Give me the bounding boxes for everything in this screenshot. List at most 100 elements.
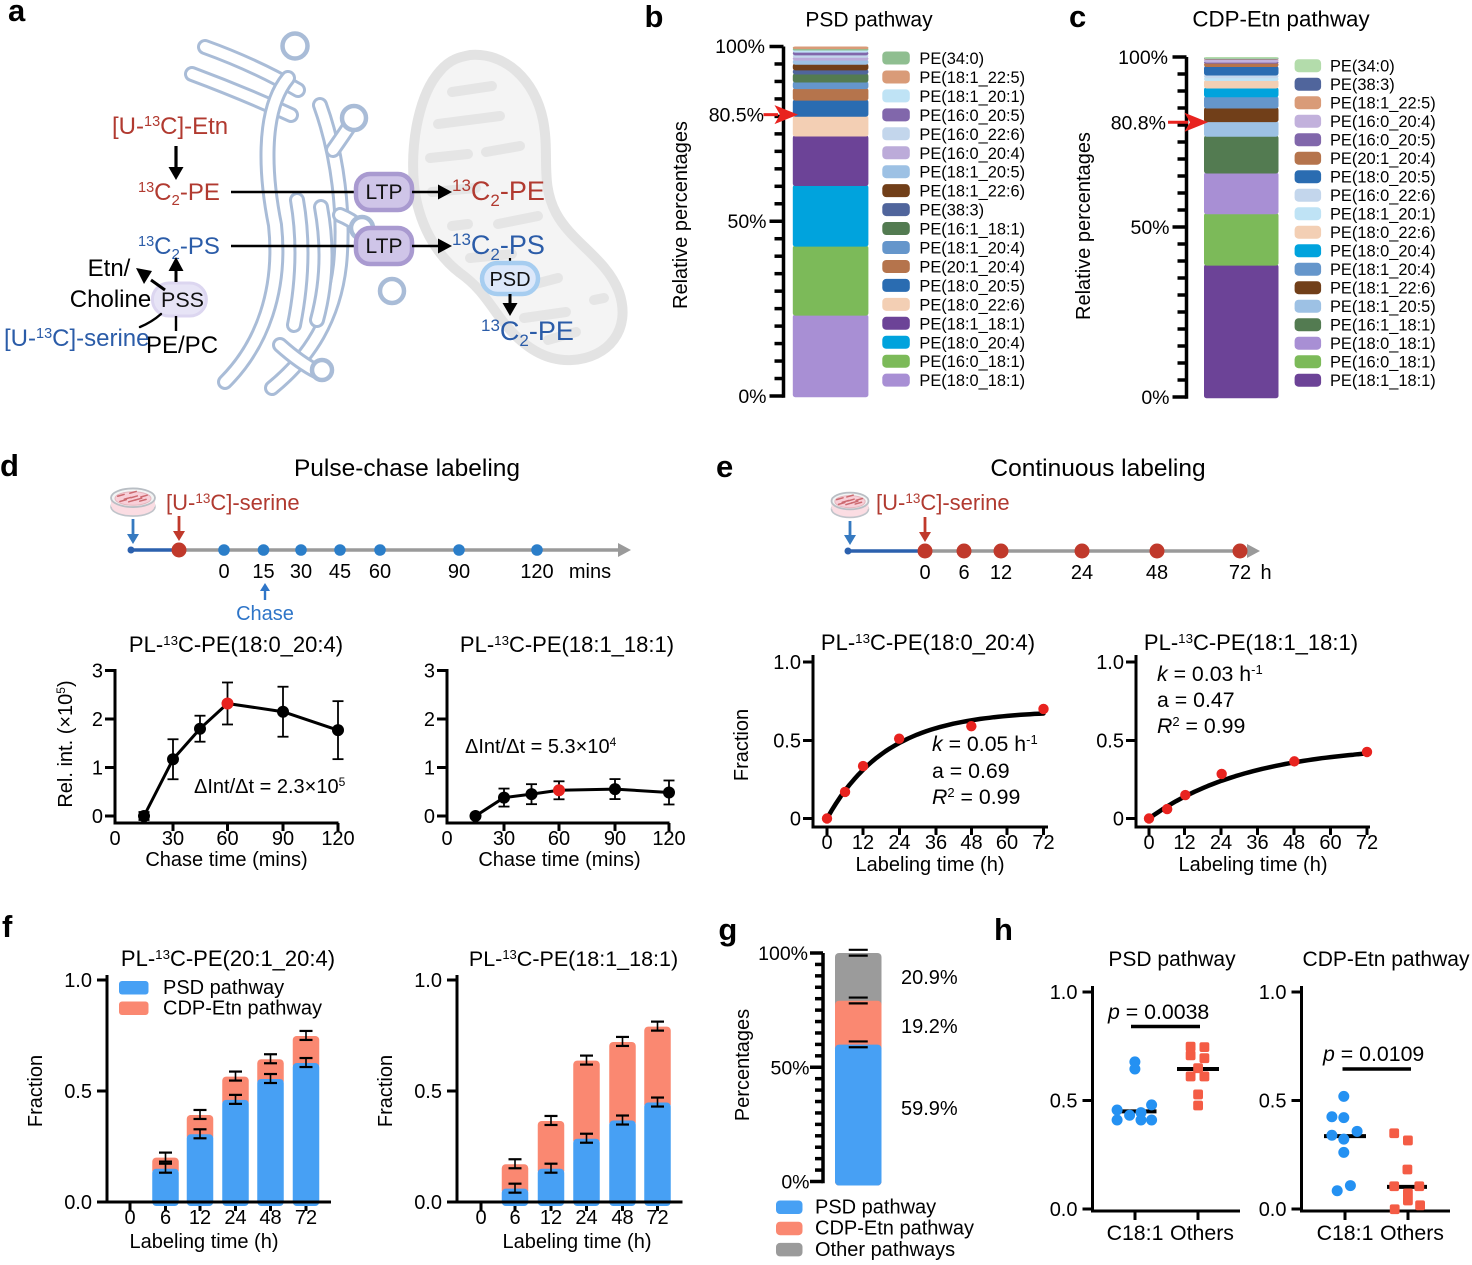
svg-text:PE(16:0_22:6): PE(16:0_22:6) [1330,187,1436,205]
svg-text:20.9%: 20.9% [901,967,958,989]
svg-text:48: 48 [1283,832,1305,854]
svg-text:Chase: Chase [236,603,294,625]
svg-text:Fraction: Fraction [375,1055,397,1127]
svg-text:PE(18:0_22:6): PE(18:0_22:6) [919,296,1025,314]
svg-text:PE(18:0_20:5): PE(18:0_20:5) [1330,169,1436,187]
svg-text:PE(18:1_20:5): PE(18:1_20:5) [919,164,1025,182]
svg-text:72: 72 [1032,832,1054,854]
svg-text:f: f [2,909,13,944]
svg-text:Relative percentages: Relative percentages [1073,132,1095,320]
svg-text:45: 45 [329,561,351,583]
svg-text:Continuous labeling: Continuous labeling [990,455,1205,482]
svg-text:0: 0 [919,562,930,584]
svg-text:13C2-PE: 13C2-PE [452,176,545,210]
svg-text:Chase time (mins): Chase time (mins) [145,849,307,871]
svg-text:12: 12 [1173,832,1195,854]
svg-text:0%: 0% [781,1172,809,1194]
svg-text:36: 36 [1246,832,1268,854]
svg-text:0.5: 0.5 [414,1081,442,1103]
svg-text:PE(18:1_22:5): PE(18:1_22:5) [1330,95,1436,113]
svg-text:LTP: LTP [366,181,403,204]
svg-text:30: 30 [290,561,312,583]
svg-text:24: 24 [1210,832,1232,854]
svg-text:PL-13C-PE(20:1_20:4): PL-13C-PE(20:1_20:4) [121,946,335,971]
svg-text:[U-13C]-serine: [U-13C]-serine [876,490,1010,515]
svg-text:0: 0 [109,828,120,850]
svg-text:0.0: 0.0 [1259,1199,1287,1221]
svg-text:13C2-PS: 13C2-PS [138,233,220,263]
svg-text:120: 120 [520,561,553,583]
svg-text:Etn/: Etn/ [88,255,131,282]
svg-text:PE(18:1_22:6): PE(18:1_22:6) [1330,280,1436,298]
svg-text:48: 48 [960,832,982,854]
svg-text:Pulse-chase labeling: Pulse-chase labeling [294,455,520,482]
svg-text:b: b [645,0,664,34]
svg-text:24: 24 [888,832,910,854]
svg-text:0%: 0% [738,386,766,408]
svg-text:CDP-Etn pathway: CDP-Etn pathway [1192,7,1370,32]
svg-text:PE(18:1_18:1): PE(18:1_18:1) [919,315,1025,333]
svg-text:1.0: 1.0 [1050,982,1078,1004]
svg-text:g: g [718,912,737,947]
svg-text:PE(16:0_20:4): PE(16:0_20:4) [1330,113,1436,131]
svg-text:24: 24 [224,1207,246,1229]
svg-text:0: 0 [790,809,801,831]
svg-text:a = 0.47: a = 0.47 [1157,688,1235,712]
svg-text:0: 0 [218,561,229,583]
svg-text:PSD: PSD [489,269,530,291]
svg-text:C18:1: C18:1 [1317,1221,1374,1245]
svg-text:Rel. int. (×105): Rel. int. (×105) [54,680,77,807]
svg-text:PE(38:3): PE(38:3) [1330,76,1395,94]
svg-text:48: 48 [259,1207,281,1229]
svg-text:PL-13C-PE(18:1_18:1): PL-13C-PE(18:1_18:1) [460,632,674,657]
svg-text:PE/PC: PE/PC [146,332,218,359]
svg-text:k = 0.03 h-1: k = 0.03 h-1 [1157,662,1263,686]
svg-text:PSD pathway: PSD pathway [163,977,284,999]
svg-text:0%: 0% [1141,387,1169,409]
svg-text:Labeling time (h): Labeling time (h) [856,854,1005,876]
svg-text:PE(18:0_20:5): PE(18:0_20:5) [919,277,1025,295]
svg-text:Others: Others [1380,1221,1444,1245]
svg-text:c: c [1069,0,1086,34]
svg-text:PE(18:0_18:1): PE(18:0_18:1) [919,372,1025,390]
svg-text:12: 12 [990,562,1012,584]
svg-text:C18:1: C18:1 [1107,1221,1164,1245]
svg-text:120: 120 [321,828,354,850]
svg-text:48: 48 [1146,562,1168,584]
svg-text:72: 72 [1356,832,1378,854]
svg-text:CDP-Etn pathway: CDP-Etn pathway [1303,948,1470,971]
svg-text:PE(18:1_22:6): PE(18:1_22:6) [919,183,1025,201]
svg-text:100%: 100% [715,36,765,58]
svg-text:0: 0 [424,806,435,828]
svg-text:PL-13C-PE(18:0_20:4): PL-13C-PE(18:0_20:4) [821,630,1035,655]
svg-text:PE(18:0_20:4): PE(18:0_20:4) [919,334,1025,352]
svg-text:PE(34:0): PE(34:0) [919,50,984,68]
svg-text:3: 3 [424,661,435,683]
svg-text:Labeling time (h): Labeling time (h) [130,1231,279,1253]
svg-text:30: 30 [162,828,184,850]
svg-text:PL-13C-PE(18:1_18:1): PL-13C-PE(18:1_18:1) [1144,630,1358,655]
svg-text:60: 60 [216,828,238,850]
svg-text:0.5: 0.5 [773,731,801,753]
svg-text:PE(16:0_18:1): PE(16:0_18:1) [919,353,1025,371]
svg-text:p = 0.0038: p = 0.0038 [1107,1000,1209,1024]
svg-text:13C2-PS: 13C2-PS [452,230,545,264]
svg-text:R2 = 0.99: R2 = 0.99 [1157,714,1245,738]
svg-text:PE(16:1_18:1): PE(16:1_18:1) [1330,317,1436,335]
svg-text:PE(18:1_20:4): PE(18:1_20:4) [919,240,1025,258]
svg-text:72: 72 [1229,562,1251,584]
svg-text:120: 120 [652,828,685,850]
svg-text:100%: 100% [1118,47,1168,69]
svg-text:PL-13C-PE(18:1_18:1): PL-13C-PE(18:1_18:1) [469,947,678,971]
svg-text:12: 12 [540,1207,562,1229]
svg-text:13C2-PE: 13C2-PE [481,316,574,350]
svg-text:30: 30 [493,828,515,850]
svg-text:59.9%: 59.9% [901,1098,958,1120]
svg-text:12: 12 [852,832,874,854]
svg-text:0: 0 [92,806,103,828]
svg-text:24: 24 [1071,562,1093,584]
svg-text:h: h [994,912,1013,947]
svg-text:PE(18:1_18:1): PE(18:1_18:1) [1330,372,1436,390]
svg-text:50%: 50% [1130,217,1169,239]
svg-text:50%: 50% [727,211,766,233]
